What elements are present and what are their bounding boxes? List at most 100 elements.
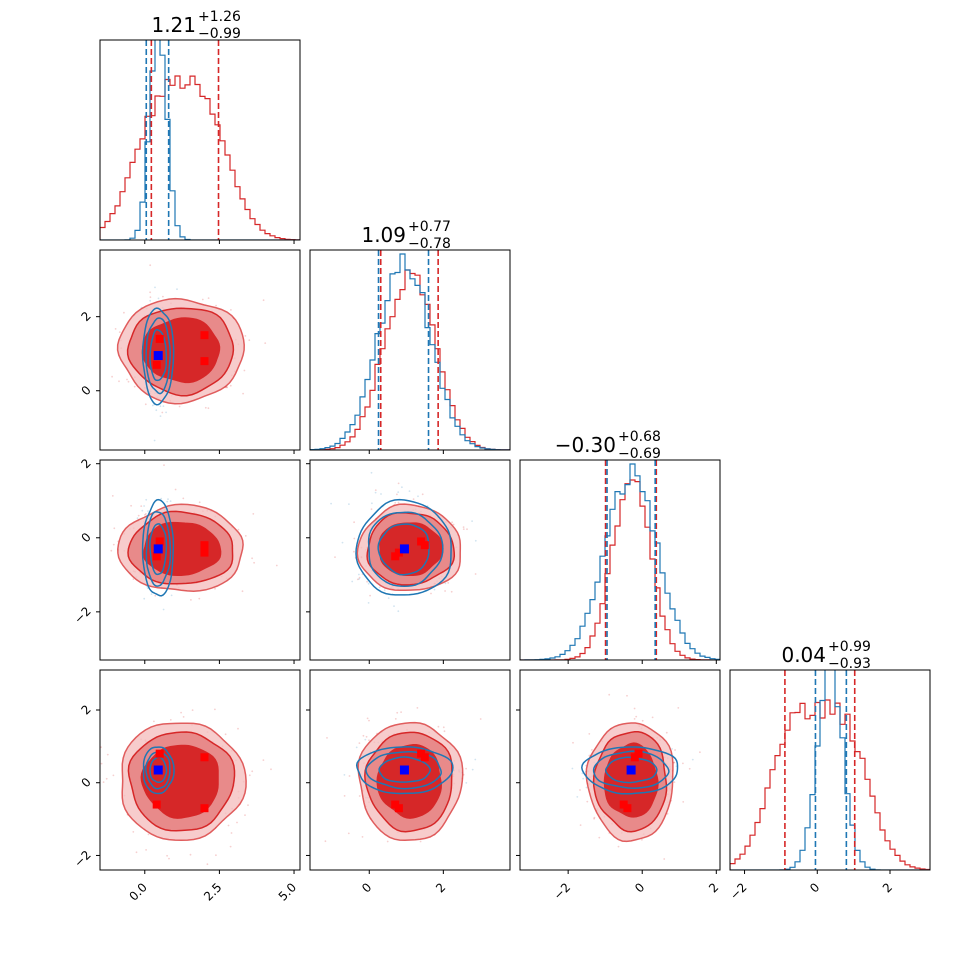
sample-point <box>253 561 256 564</box>
sample-point <box>393 605 395 607</box>
sample-point <box>699 751 701 754</box>
sample-point <box>366 580 368 583</box>
panel-frame <box>729 669 931 871</box>
sample-point <box>334 556 336 558</box>
sample-point <box>161 411 164 414</box>
sample-point <box>275 564 278 567</box>
sample-point <box>366 717 369 720</box>
sample-point <box>93 355 95 357</box>
sample-point <box>113 527 116 530</box>
title-plus: +0.99 <box>828 639 871 655</box>
sample-point <box>397 482 400 485</box>
y-tick-label: 0 <box>78 383 93 398</box>
sample-point <box>112 774 115 777</box>
sample-point <box>162 405 165 407</box>
sample-point <box>132 578 135 580</box>
sample-point <box>362 734 365 737</box>
title-value: 0.04 <box>781 643 826 667</box>
sample-point <box>589 882 591 884</box>
sample-point <box>206 863 209 866</box>
sample-point <box>394 718 397 720</box>
sample-point <box>579 824 582 826</box>
sample-point <box>585 786 588 789</box>
sample-point <box>378 586 381 589</box>
sample-point <box>367 582 370 585</box>
sample-point <box>155 409 158 412</box>
sample-point <box>364 738 367 741</box>
joint-panel-0-2: −2 0 2 <box>71 456 301 664</box>
sample-point <box>94 569 96 571</box>
sample-point <box>112 543 115 546</box>
sample-point <box>176 288 178 291</box>
blue-contour-0 <box>141 498 175 597</box>
x-tick-label: 0.0 <box>126 880 149 903</box>
red-contour-2 <box>142 521 222 576</box>
sample-point <box>144 403 147 406</box>
blue-contour-1 <box>144 751 171 790</box>
title-minus: −0.93 <box>828 656 871 672</box>
panel-content <box>324 707 482 843</box>
sample-point <box>635 715 638 718</box>
sample-point <box>110 549 113 552</box>
red-mode-marker <box>152 360 161 369</box>
sample-point <box>400 711 402 713</box>
sample-point <box>682 762 684 765</box>
sample-point <box>270 768 272 771</box>
sample-point <box>198 597 201 600</box>
blue-truth-marker <box>399 765 409 775</box>
sample-point <box>162 295 164 298</box>
x-tick-label: −2 <box>727 880 749 902</box>
sample-point <box>123 311 125 314</box>
sample-point <box>154 286 156 289</box>
sample-point <box>343 795 346 797</box>
sample-point <box>167 498 169 500</box>
sample-point <box>162 608 165 611</box>
panel-title-1: 1.09 +0.77−0.78 <box>361 219 450 252</box>
sample-point <box>471 768 474 771</box>
sample-point <box>677 707 680 709</box>
sample-point <box>243 369 246 372</box>
sample-point <box>143 597 146 600</box>
sample-point <box>471 520 473 522</box>
sample-point <box>374 491 377 494</box>
sample-point <box>229 845 232 848</box>
panel-title-2: −0.30 +0.68−0.69 <box>555 429 661 462</box>
sample-point <box>150 593 153 595</box>
sample-point <box>182 497 185 500</box>
sample-point <box>151 404 154 407</box>
sample-point <box>237 528 240 531</box>
title-plus: +0.77 <box>408 219 451 235</box>
x-tick-label: 2 <box>433 880 448 895</box>
joint-panel-0-1: 02 <box>78 249 301 454</box>
sample-point <box>229 384 232 387</box>
sample-point <box>641 719 644 722</box>
joint-panel-0-3: 0.0 2.5 5.0 −2 0 2 <box>71 669 301 904</box>
marginal-panel-3: 0.04 +0.99−0.93 −2 0 2 <box>727 639 931 903</box>
red-mode-marker <box>420 541 429 550</box>
sample-point <box>169 500 172 502</box>
blue-contour-0 <box>355 498 452 596</box>
sample-point <box>688 767 691 770</box>
sample-point <box>682 801 685 803</box>
sample-point <box>224 733 227 736</box>
sample-point <box>444 590 446 592</box>
sample-point <box>100 762 103 765</box>
sample-point <box>651 716 654 719</box>
sample-point <box>264 342 267 344</box>
red-mode-marker <box>391 800 400 809</box>
sample-point <box>251 770 254 773</box>
sample-point <box>474 758 477 761</box>
panel-frame <box>519 459 721 661</box>
blue-truth-marker <box>153 544 163 554</box>
red-mode-marker <box>619 800 628 809</box>
sample-point <box>673 761 676 764</box>
sample-point <box>633 718 636 720</box>
sample-point <box>593 816 596 819</box>
sample-point <box>633 707 636 710</box>
red-mode-marker <box>155 334 164 343</box>
red-mode-marker <box>200 331 209 340</box>
panel-frame <box>519 669 721 871</box>
sample-point <box>159 405 162 408</box>
sample-point <box>417 495 419 498</box>
sample-point <box>137 514 140 517</box>
